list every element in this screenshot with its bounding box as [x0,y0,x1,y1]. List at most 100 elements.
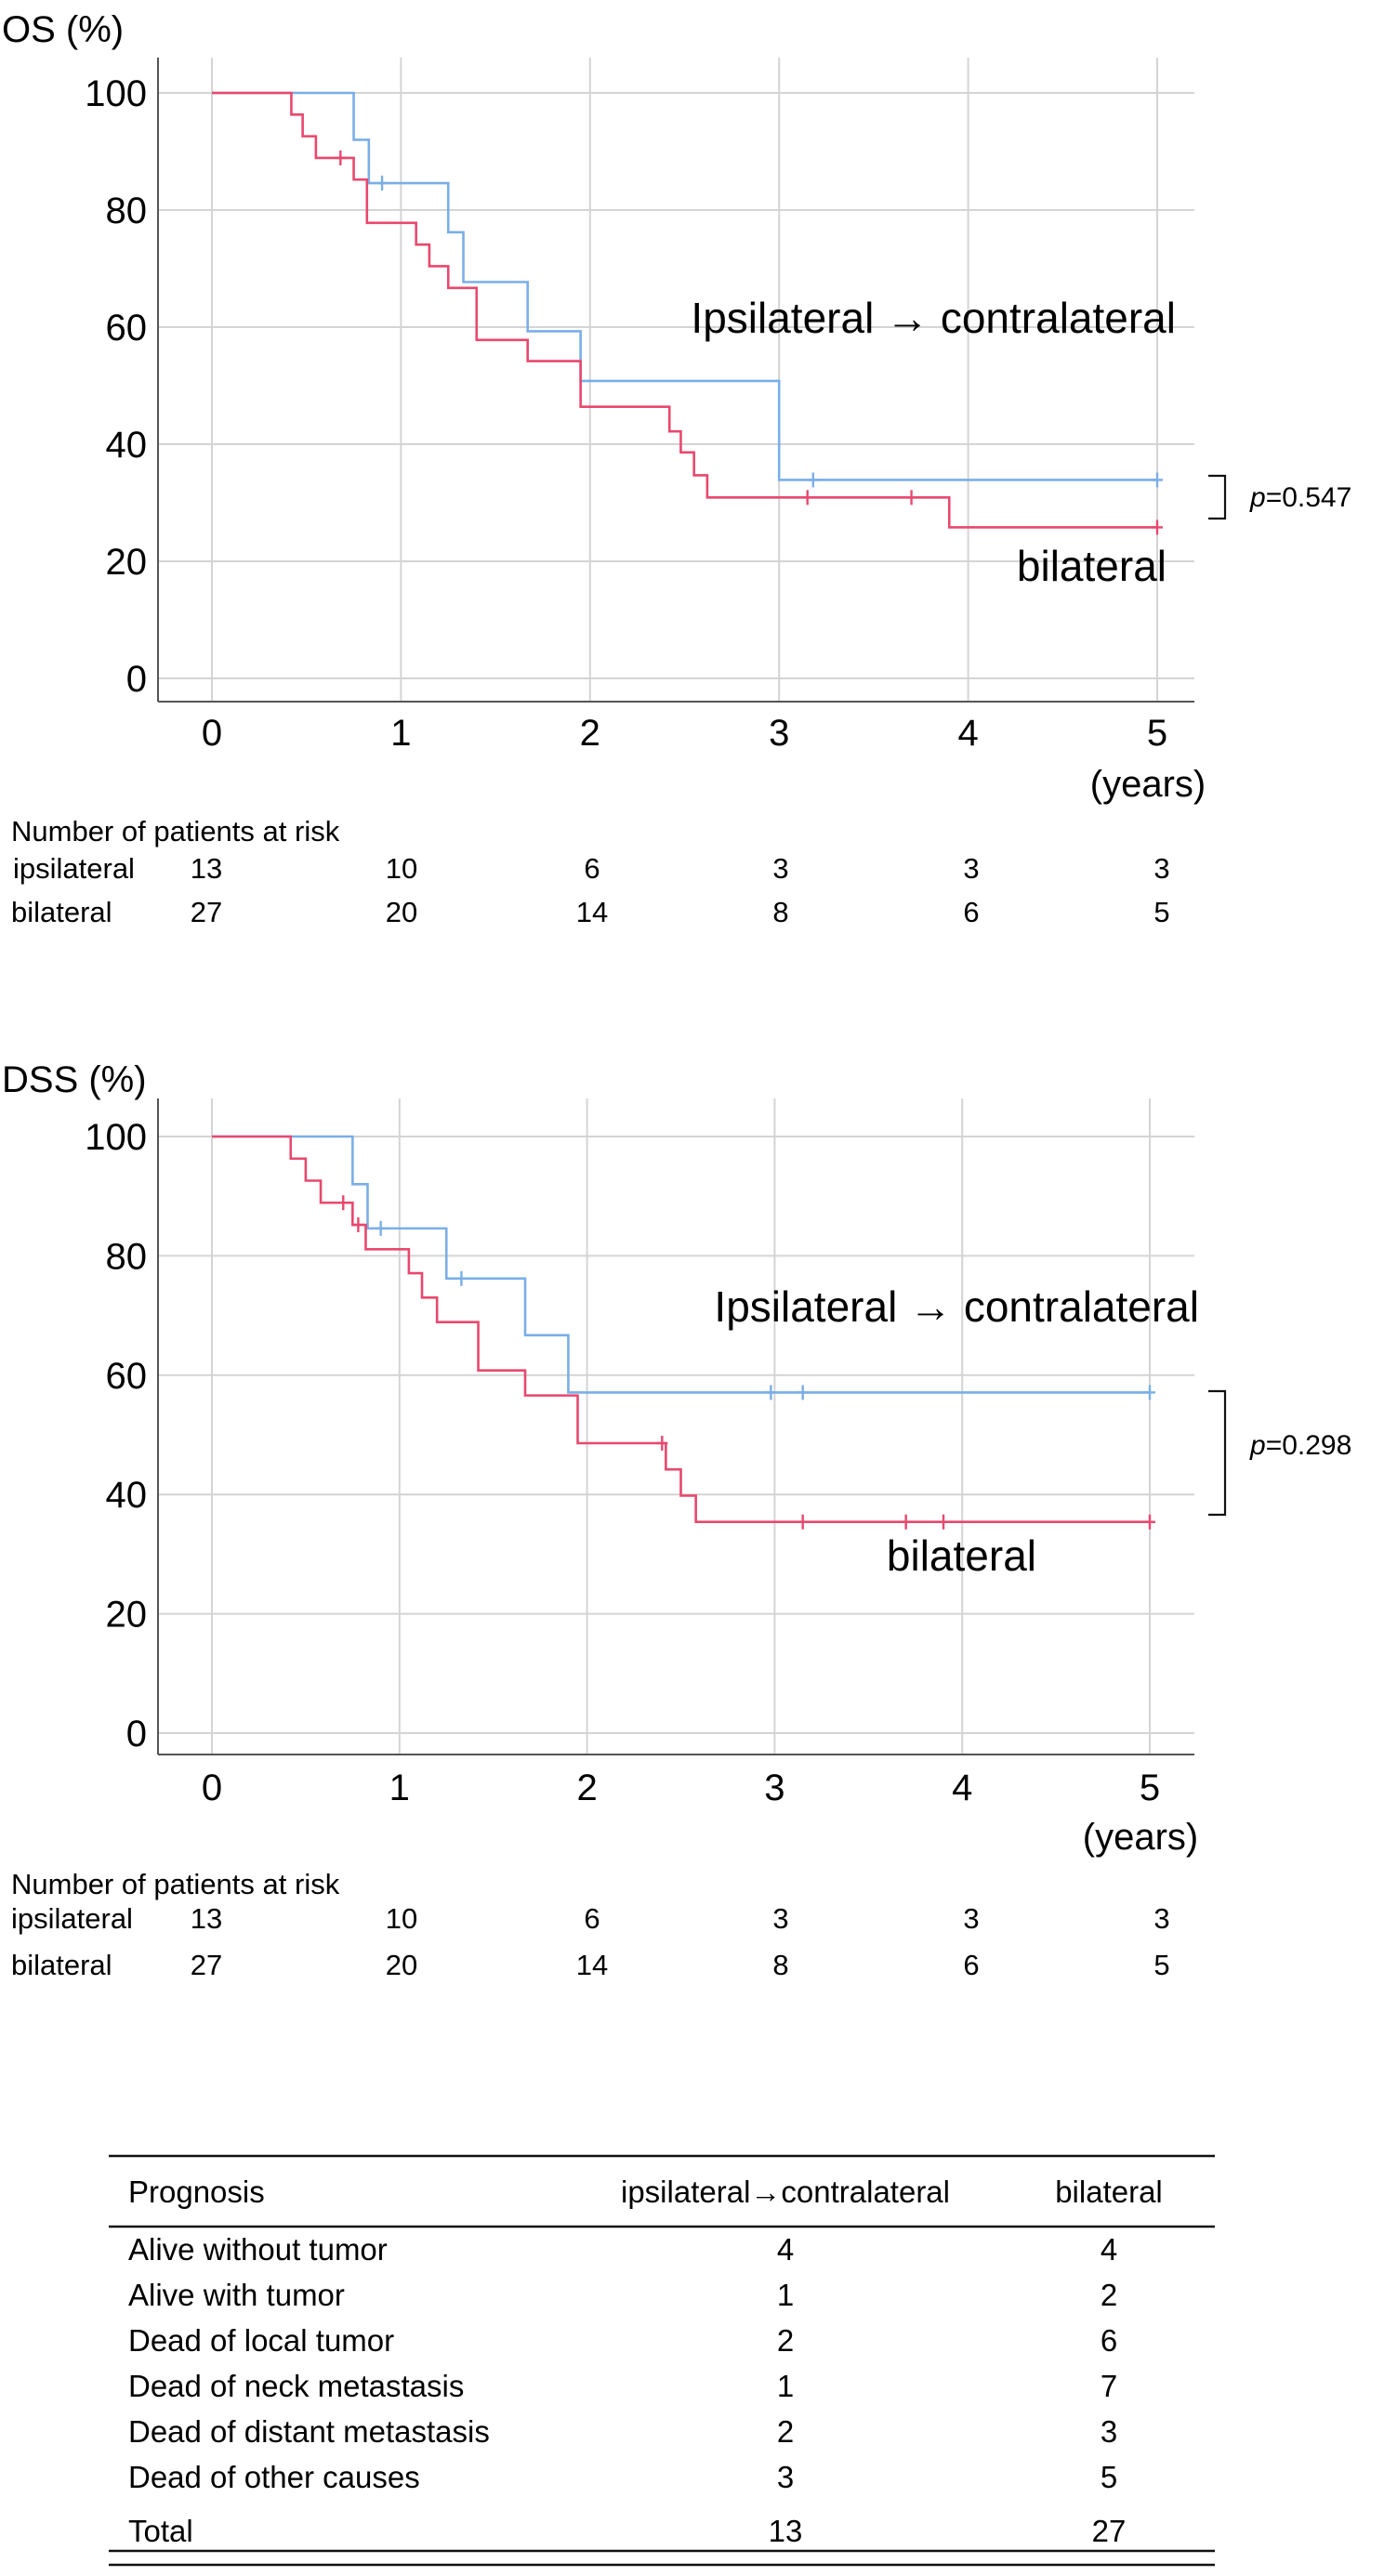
table-cell: 3 [1101,2414,1117,2449]
risk-count: 3 [1153,1902,1169,1935]
risk-count: 8 [772,1949,788,1981]
table-cell: 4 [777,2232,794,2267]
risk-count: 14 [576,1949,608,1981]
y-tick-label: 40 [106,425,148,466]
risk-count: 3 [1153,852,1169,885]
y-tick-label: 40 [106,1475,148,1516]
y-tick-label: 0 [126,1714,147,1755]
y-tick-label: 20 [106,1595,148,1636]
p-value: p=0.547 [1249,482,1351,513]
p-value-prefix: p [1249,482,1266,513]
risk-count: 3 [963,852,979,885]
x-tick-label: 4 [957,713,978,754]
risk-count: 6 [584,1902,600,1935]
risk-table-title: Number of patients at risk [11,1868,340,1900]
bilateral-label: bilateral [1017,542,1167,590]
risk-count: 3 [772,1902,788,1935]
table-row-label: Alive without tumor [128,2232,388,2267]
table-total-cell: 27 [1092,2514,1127,2548]
risk-row-label: bilateral [11,896,112,928]
table-row-label: Dead of neck metastasis [128,2369,464,2403]
risk-count: 14 [576,896,608,928]
risk-count: 6 [963,896,979,928]
risk-count: 13 [191,1902,222,1935]
x-tick-label: 4 [952,1768,972,1808]
risk-count: 6 [584,852,600,885]
risk-count: 6 [963,1949,979,1981]
risk-count: 20 [386,1949,417,1981]
table-cell: 2 [777,2414,794,2449]
table-header-ipsilateral: ipsilateral→contralateral [621,2175,950,2209]
p-value-number: =0.547 [1266,482,1352,513]
y-tick-label: 80 [106,1236,148,1277]
table-total-label: Total [128,2514,193,2548]
x-tick-label: 3 [764,1768,784,1808]
y-tick-label: 0 [126,659,147,700]
chart-title: DSS (%) [2,1059,147,1100]
risk-count: 5 [1153,1949,1169,1981]
risk-row-label: bilateral [11,1949,112,1981]
y-tick-label: 60 [106,308,148,348]
risk-count: 5 [1153,896,1169,928]
prognosis-table: Prognosis ipsilateral→contralateral bilate… [109,2154,1215,2567]
bilateral-curve [212,1135,1150,1524]
x-tick-label: 2 [576,1768,597,1808]
y-tick-label: 80 [106,191,148,231]
table-row-label: Dead of distant metastasis [128,2414,490,2449]
table-header-prognosis: Prognosis [128,2175,265,2209]
x-tick-label: 5 [1147,713,1167,754]
table-header-bilateral: bilateral [1055,2175,1163,2209]
risk-row-label: ipsilateral [11,1902,133,1935]
ipsilateral-curve [212,91,1157,481]
risk-count: 10 [386,852,417,885]
p-value-number: =0.298 [1266,1430,1352,1461]
table-row-label: Dead of other causes [128,2460,420,2494]
y-tick-label: 60 [106,1356,148,1397]
y-tick-label: 100 [85,1117,147,1158]
ipsilateral-label: Ipsilateral → contralateral [714,1282,1199,1331]
x-tick-label: 1 [389,1768,410,1808]
x-tick-label: 5 [1140,1768,1160,1808]
table-cell: 2 [1101,2278,1117,2312]
chart-title: OS (%) [2,9,124,50]
risk-count: 27 [191,1949,222,1981]
x-tick-label: 0 [202,1768,222,1808]
table-cell: 1 [777,2369,794,2403]
y-tick-label: 20 [106,542,148,583]
x-axis-label: (years) [1083,1817,1198,1858]
dss-chart: 0 20 40 60 80 100 0 1 2 3 4 5 (years) DSS (%) Ipsilate… [2,1059,1351,1981]
table-cell: 1 [777,2278,794,2312]
table-cell: 2 [777,2323,794,2358]
bilateral-label: bilateral [887,1531,1036,1580]
table-cell: 7 [1101,2369,1117,2403]
table-cell: 5 [1101,2460,1117,2494]
p-value-prefix: p [1249,1430,1266,1461]
table-row-label: Alive with tumor [128,2278,345,2312]
table-cell: 3 [777,2460,794,2494]
risk-count: 27 [191,896,222,928]
x-tick-label: 1 [390,713,411,754]
bilateral-curve [212,91,1157,529]
p-value-bracket [1208,474,1227,520]
table-row-label: Dead of local tumor [128,2323,394,2358]
risk-count: 20 [386,896,417,928]
y-tick-label: 100 [85,73,147,114]
risk-row-label: ipsilateral [13,852,135,885]
x-tick-label: 2 [580,713,600,754]
risk-count: 10 [386,1902,417,1935]
os-chart: 0 20 40 60 80 100 0 1 2 3 4 5 (years) OS (%) Ipsilater… [2,9,1351,928]
x-axis-label: (years) [1090,764,1206,805]
x-tick-label: 3 [769,713,789,754]
risk-count: 3 [772,852,788,885]
risk-count: 8 [772,896,788,928]
table-cell: 4 [1101,2232,1117,2267]
p-value-bracket [1208,1389,1227,1517]
x-tick-label: 0 [202,713,222,754]
risk-table-title: Number of patients at risk [11,815,340,848]
risk-count: 13 [191,852,222,885]
ipsilateral-label: Ipsilateral → contralateral [691,294,1176,342]
p-value: p=0.298 [1249,1430,1351,1461]
table-total-cell: 13 [769,2514,803,2548]
table-cell: 6 [1101,2323,1117,2358]
